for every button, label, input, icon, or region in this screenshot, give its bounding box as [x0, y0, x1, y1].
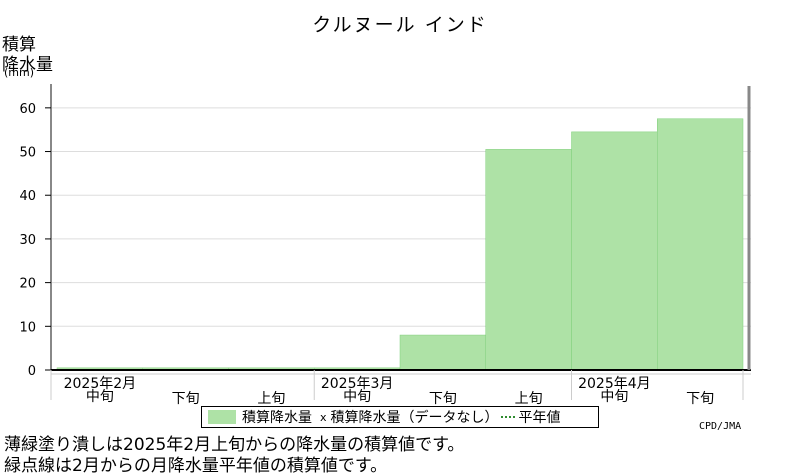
y-axis-ticks: 0 10 20 30 40 50 60 — [19, 102, 51, 379]
y-tick-label: 0 — [28, 364, 36, 379]
y-tick-label: 20 — [19, 277, 36, 292]
y-axis-unit-label: (mm) — [4, 66, 35, 79]
x-month-label: 2025年2月 — [63, 376, 137, 392]
legend-dotted-line-icon — [500, 416, 515, 418]
x-tick-label: 下旬 — [686, 391, 715, 407]
x-tick-label: 下旬 — [428, 391, 457, 407]
credit-label: CPD/JMA — [699, 421, 742, 432]
y-tick-label: 10 — [19, 320, 36, 335]
bar — [399, 334, 486, 371]
footnote-1: 薄緑塗り潰しは2025年2月上旬からの降水量の積算値です。 — [4, 435, 465, 455]
legend-item-no-data: 積算降水量（データなし） — [330, 410, 499, 426]
bar — [657, 118, 744, 371]
legend-item-normal: 平年値 — [518, 410, 561, 426]
bar-series — [56, 118, 744, 371]
x-tick-label: 中旬 — [600, 389, 629, 405]
x-tick-label: 中旬 — [85, 389, 114, 405]
bar — [485, 149, 572, 371]
y-tick-label: 40 — [19, 189, 36, 204]
x-month-label: 2025年3月 — [320, 376, 394, 392]
legend-swatch-accumulated — [208, 410, 236, 424]
plot-frame — [50, 84, 751, 375]
x-month-label: 2025年4月 — [578, 376, 651, 392]
x-tick-label: 中旬 — [343, 389, 372, 405]
legend-marker-x: x — [320, 410, 327, 424]
chart-title: クルヌール インド — [312, 14, 488, 36]
x-tick-label: 上旬 — [257, 391, 286, 407]
legend: 積算降水量 x 積算降水量（データなし） 平年値 — [201, 406, 599, 428]
y-tick-label: 30 — [19, 233, 36, 248]
legend-item-accumulated: 積算降水量 — [242, 410, 312, 426]
x-tick-label: 上旬 — [514, 391, 543, 407]
y-axis-label-line-2: 降水量 — [2, 55, 53, 75]
y-axis-label-line-1: 積算 — [2, 35, 36, 55]
bar — [571, 131, 658, 371]
y-tick-label: 60 — [19, 102, 36, 117]
footnote-2: 緑点線は2月からの月降水量平年値の積算値です。 — [4, 456, 388, 476]
y-tick-label: 50 — [19, 146, 36, 161]
x-axis-ticks — [50, 370, 744, 400]
x-tick-label: 下旬 — [171, 391, 200, 407]
